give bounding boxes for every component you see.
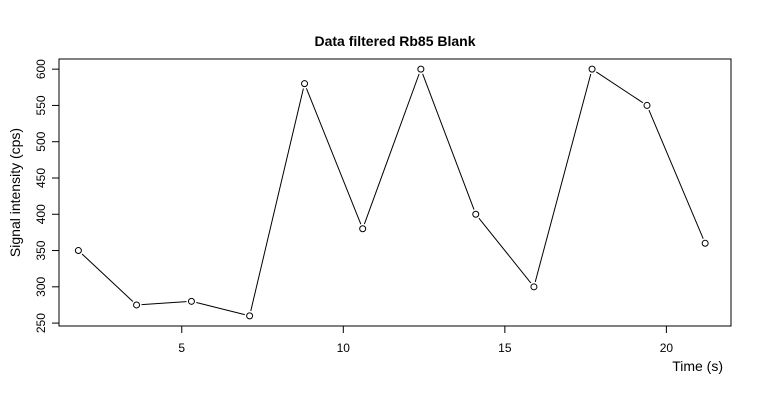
data-point: [472, 210, 480, 218]
y-tick-label: 600: [34, 59, 48, 79]
y-axis-label: Signal intensity (cps): [7, 128, 23, 257]
data-point: [530, 283, 538, 291]
series-layer: [74, 65, 709, 320]
y-tick-label: 500: [34, 131, 48, 151]
data-point: [643, 101, 651, 109]
y-tick-label: 300: [34, 276, 48, 296]
data-point: [417, 65, 425, 73]
x-tick-label: 15: [498, 341, 512, 355]
plot-frame: [58, 58, 732, 327]
series-line: [81, 71, 704, 316]
x-axis: 5 10 15 20: [178, 326, 673, 355]
y-tick-label: 450: [34, 168, 48, 188]
chart-title: Data filtered Rb85 Blank: [314, 33, 475, 49]
data-point: [359, 225, 367, 233]
x-axis-label: Time (s): [672, 358, 723, 374]
y-axis: 250 300 350 400 450 500 550 600: [34, 59, 59, 333]
data-point: [588, 65, 596, 73]
x-tick-label: 5: [178, 341, 185, 355]
data-point: [187, 297, 195, 305]
data-point: [301, 80, 309, 88]
data-point: [74, 247, 82, 255]
y-tick-label: 350: [34, 240, 48, 260]
y-tick-label: 250: [34, 313, 48, 333]
y-tick-label: 550: [34, 95, 48, 115]
y-tick-label: 400: [34, 204, 48, 224]
x-tick-label: 10: [337, 341, 351, 355]
data-point: [133, 301, 141, 309]
x-tick-label: 20: [660, 341, 674, 355]
data-point: [246, 312, 254, 320]
data-point: [701, 239, 709, 247]
